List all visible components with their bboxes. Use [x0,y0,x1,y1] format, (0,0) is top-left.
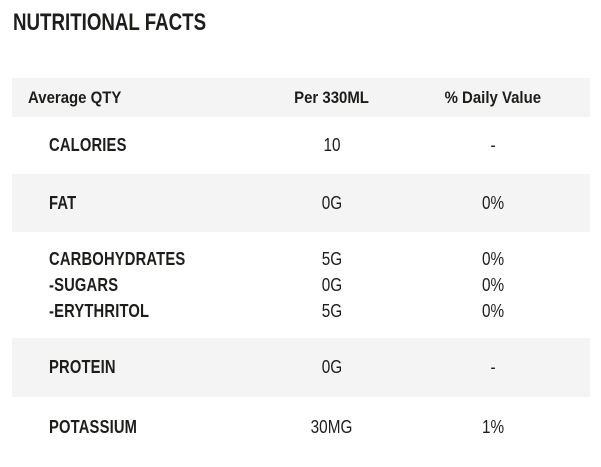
row-qty-value: 10 [323,135,341,155]
table-row-protein: PROTEIN 0G - [12,338,590,397]
row-qty-cell: 10 [250,135,414,156]
row-label: FAT [49,192,77,213]
row-qty-cell: 0G [250,275,414,296]
row-label: CALORIES [49,135,127,155]
row-qty-cell: 5G [250,249,414,270]
row-dv-value: 0% [481,192,505,213]
row-label-cell: CARBOHYDRATES [12,249,250,270]
header-cell-per-330ml: Per 330ML [250,88,414,108]
row-label-cell: -SUGARS [12,275,250,296]
row-label: -SUGARS [49,274,119,295]
row-dv-cell: 0% [414,193,572,214]
header-per-330ml-label: Per 330ML [294,87,370,107]
header-line: Average QTY Per 330ML % Daily Value [12,78,590,117]
row-dv-value: 0% [481,300,505,321]
row-dv-cell: - [414,135,572,156]
nutrition-table: Average QTY Per 330ML % Daily Value CALO… [12,78,590,458]
page-title: NUTRITIONAL FACTS [13,9,601,37]
header-cell-average-qty: Average QTY [12,88,250,108]
row-qty-cell: 0G [250,357,414,378]
table-row-erythritol: -ERYTHRITOL 5G 0% [12,298,590,324]
table-row: CALORIES 10 - [12,117,590,174]
row-label-cell: -ERYTHRITOL [12,301,250,322]
table-row: PROTEIN 0G - [12,338,590,397]
row-label-cell: POTASSIUM [12,417,250,438]
row-label-cell: PROTEIN [12,357,250,378]
row-qty-cell: 5G [250,301,414,322]
row-qty-cell: 30MG [250,417,414,438]
row-qty-value: 0G [321,192,343,213]
row-dv-value: 0% [481,274,505,295]
row-qty-value: 0G [321,357,343,377]
row-label: CARBOHYDRATES [49,248,186,269]
table-row-carbohydrates: CARBOHYDRATES 5G 0% [12,246,590,272]
row-qty-value: 5G [321,300,343,321]
row-dv-cell: 1% [414,417,572,438]
row-dv-cell: 0% [414,275,572,296]
row-label: POTASSIUM [49,417,138,437]
header-cell-daily-value: % Daily Value [414,88,572,108]
table-header-row: Average QTY Per 330ML % Daily Value [12,78,590,117]
table-row-calories: CALORIES 10 - [12,117,590,174]
row-qty-value: 30MG [311,417,353,437]
row-label: PROTEIN [49,357,116,377]
row-dv-value: 1% [481,417,505,437]
row-label: -ERYTHRITOL [49,300,150,321]
table-row-potassium: POTASSIUM 30MG 1% [12,397,590,458]
row-dv-value: 0% [481,248,505,269]
table-row: POTASSIUM 30MG 1% [12,397,590,458]
header-daily-value-label: % Daily Value [444,87,542,107]
row-dv-cell: - [414,357,572,378]
page-title-text: NUTRITIONAL FACTS [13,9,207,36]
table-row-fat: FAT 0G 0% [12,174,590,232]
header-average-qty-label: Average QTY [28,87,122,107]
row-label-cell: CALORIES [12,135,250,156]
row-qty-value: 0G [321,274,343,295]
row-dv-value: - [490,357,496,377]
row-qty-value: 5G [321,248,343,269]
row-dv-cell: 0% [414,249,572,270]
table-row-sugars: -SUGARS 0G 0% [12,272,590,298]
table-row-group-carbohydrates: CARBOHYDRATES 5G 0% -SUGARS 0G 0% -ERYTH… [12,232,590,338]
row-dv-cell: 0% [414,301,572,322]
table-row: FAT 0G 0% [12,174,590,232]
row-dv-value: - [490,135,496,155]
row-label-cell: FAT [12,193,250,214]
row-qty-cell: 0G [250,193,414,214]
